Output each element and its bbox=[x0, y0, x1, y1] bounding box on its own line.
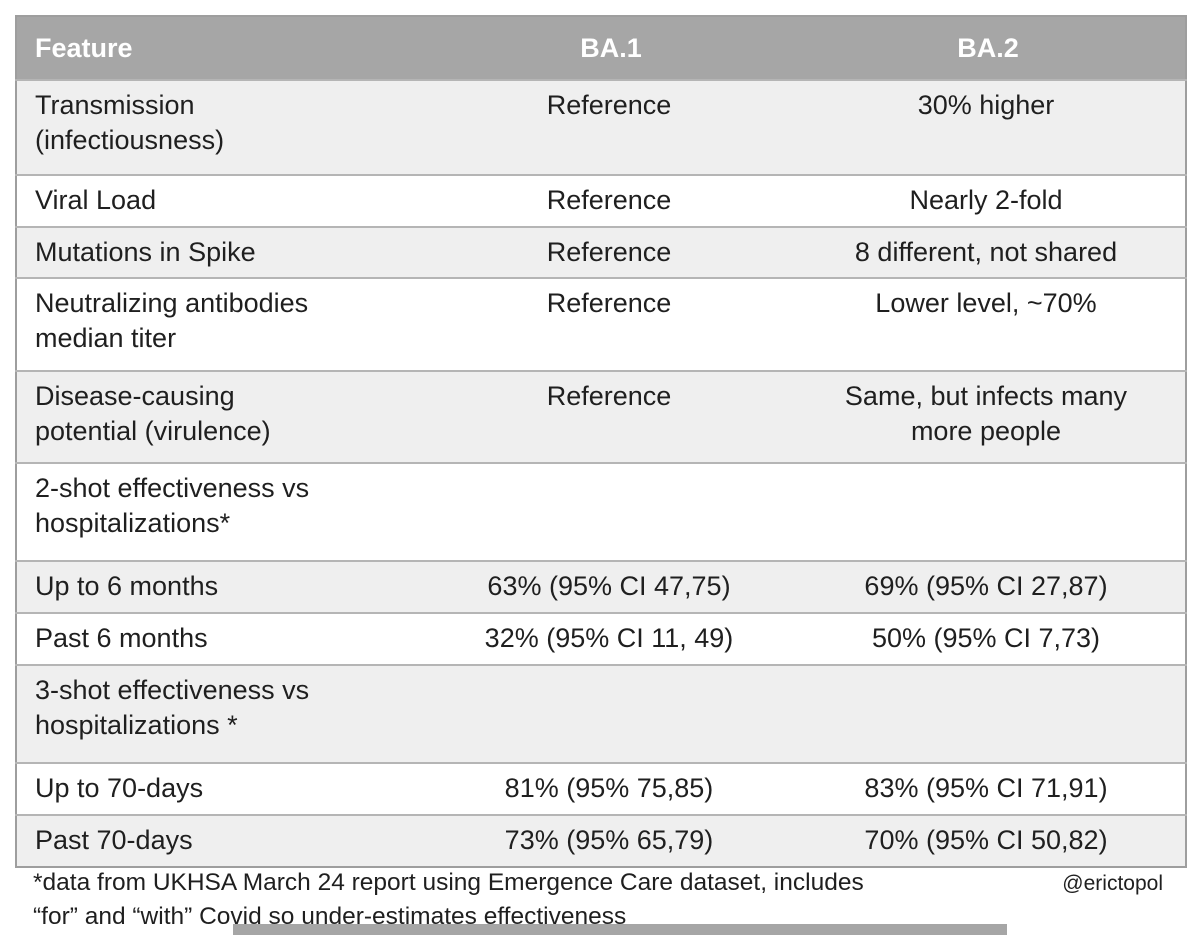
table-row: Disease-causing potential (virulence) Ref… bbox=[16, 370, 1186, 463]
comparison-table: Feature BA.1 BA.2 Transmission (infectio… bbox=[15, 15, 1187, 868]
cell-ba2: Lower level, ~70% bbox=[791, 277, 1186, 371]
cell-ba2: 30% higher bbox=[791, 79, 1186, 175]
column-header-ba2: BA.2 bbox=[791, 16, 1186, 80]
cell-ba1 bbox=[431, 664, 791, 763]
cell-feature: Past 6 months bbox=[16, 612, 431, 665]
cell-feature: Neutralizing antibodies median titer bbox=[16, 277, 431, 371]
cell-feature: Mutations in Spike bbox=[16, 226, 431, 278]
cell-ba1 bbox=[431, 462, 791, 561]
cell-ba2 bbox=[791, 462, 1186, 561]
table-row: Neutralizing antibodies median titer Refe… bbox=[16, 277, 1186, 371]
table-row: Viral Load Reference Nearly 2-fold bbox=[16, 174, 1186, 227]
table-row: 3-shot effectiveness vs hospitalizations… bbox=[16, 664, 1186, 763]
cell-feature: Viral Load bbox=[16, 174, 431, 227]
cell-ba1: Reference bbox=[431, 79, 791, 175]
data-source-footnote: *data from UKHSA March 24 report using E… bbox=[33, 869, 864, 931]
cell-ba2 bbox=[791, 664, 1186, 763]
cell-ba1: 63% (95% CI 47,75) bbox=[431, 560, 791, 613]
cell-feature: Transmission (infectiousness) bbox=[16, 79, 431, 175]
cell-ba2: Same, but infects many more people bbox=[791, 370, 1186, 463]
table-row: Mutations in Spike Reference 8 different, … bbox=[16, 226, 1186, 278]
cell-feature: Past 70-days bbox=[16, 814, 431, 867]
cell-ba2: 83% (95% CI 71,91) bbox=[791, 762, 1186, 815]
cell-ba1: 32% (95% CI 11, 49) bbox=[431, 612, 791, 665]
cell-ba2: 8 different, not shared bbox=[791, 226, 1186, 278]
cell-feature: Up to 70-days bbox=[16, 762, 431, 815]
cell-ba1: 73% (95% 65,79) bbox=[431, 814, 791, 867]
cell-feature: 3-shot effectiveness vs hospitalizations… bbox=[16, 664, 431, 763]
table-row: 2-shot effectiveness vs hospitalizations… bbox=[16, 462, 1186, 561]
cell-ba1: Reference bbox=[431, 174, 791, 227]
table-row: Up to 6 months 63% (95% CI 47,75) 69% (95%… bbox=[16, 560, 1186, 613]
cell-ba2: Nearly 2-fold bbox=[791, 174, 1186, 227]
cell-ba1: 81% (95% 75,85) bbox=[431, 762, 791, 815]
table-row: Transmission (infectiousness) Reference 30… bbox=[16, 79, 1186, 175]
footer: *data from UKHSA March 24 report using E… bbox=[15, 866, 1185, 935]
cell-ba2: 69% (95% CI 27,87) bbox=[791, 560, 1186, 613]
cell-ba1: Reference bbox=[431, 277, 791, 371]
cell-feature: Disease-causing potential (virulence) bbox=[16, 370, 431, 463]
table-row: Past 6 months 32% (95% CI 11, 49) 50% (95%… bbox=[16, 612, 1186, 665]
cell-ba2: 70% (95% CI 50,82) bbox=[791, 814, 1186, 867]
cell-feature: Up to 6 months bbox=[16, 560, 431, 613]
table-body: Transmission (infectiousness) Reference 30… bbox=[16, 79, 1186, 867]
cutoff-next-table-bar bbox=[233, 924, 1007, 935]
cell-ba1: Reference bbox=[431, 226, 791, 278]
cell-ba1: Reference bbox=[431, 370, 791, 463]
cell-ba2: 50% (95% CI 7,73) bbox=[791, 612, 1186, 665]
table-row: Up to 70-days 81% (95% 75,85) 83% (95% CI … bbox=[16, 762, 1186, 815]
cell-feature: 2-shot effectiveness vs hospitalizations… bbox=[16, 462, 431, 561]
header-row: Feature BA.1 BA.2 bbox=[16, 16, 1186, 80]
column-header-feature: Feature bbox=[16, 16, 431, 80]
column-header-ba1: BA.1 bbox=[431, 16, 791, 80]
table-row: Past 70-days 73% (95% 65,79) 70% (95% CI 5… bbox=[16, 814, 1186, 867]
credit-handle: @erictopol bbox=[1062, 872, 1163, 895]
